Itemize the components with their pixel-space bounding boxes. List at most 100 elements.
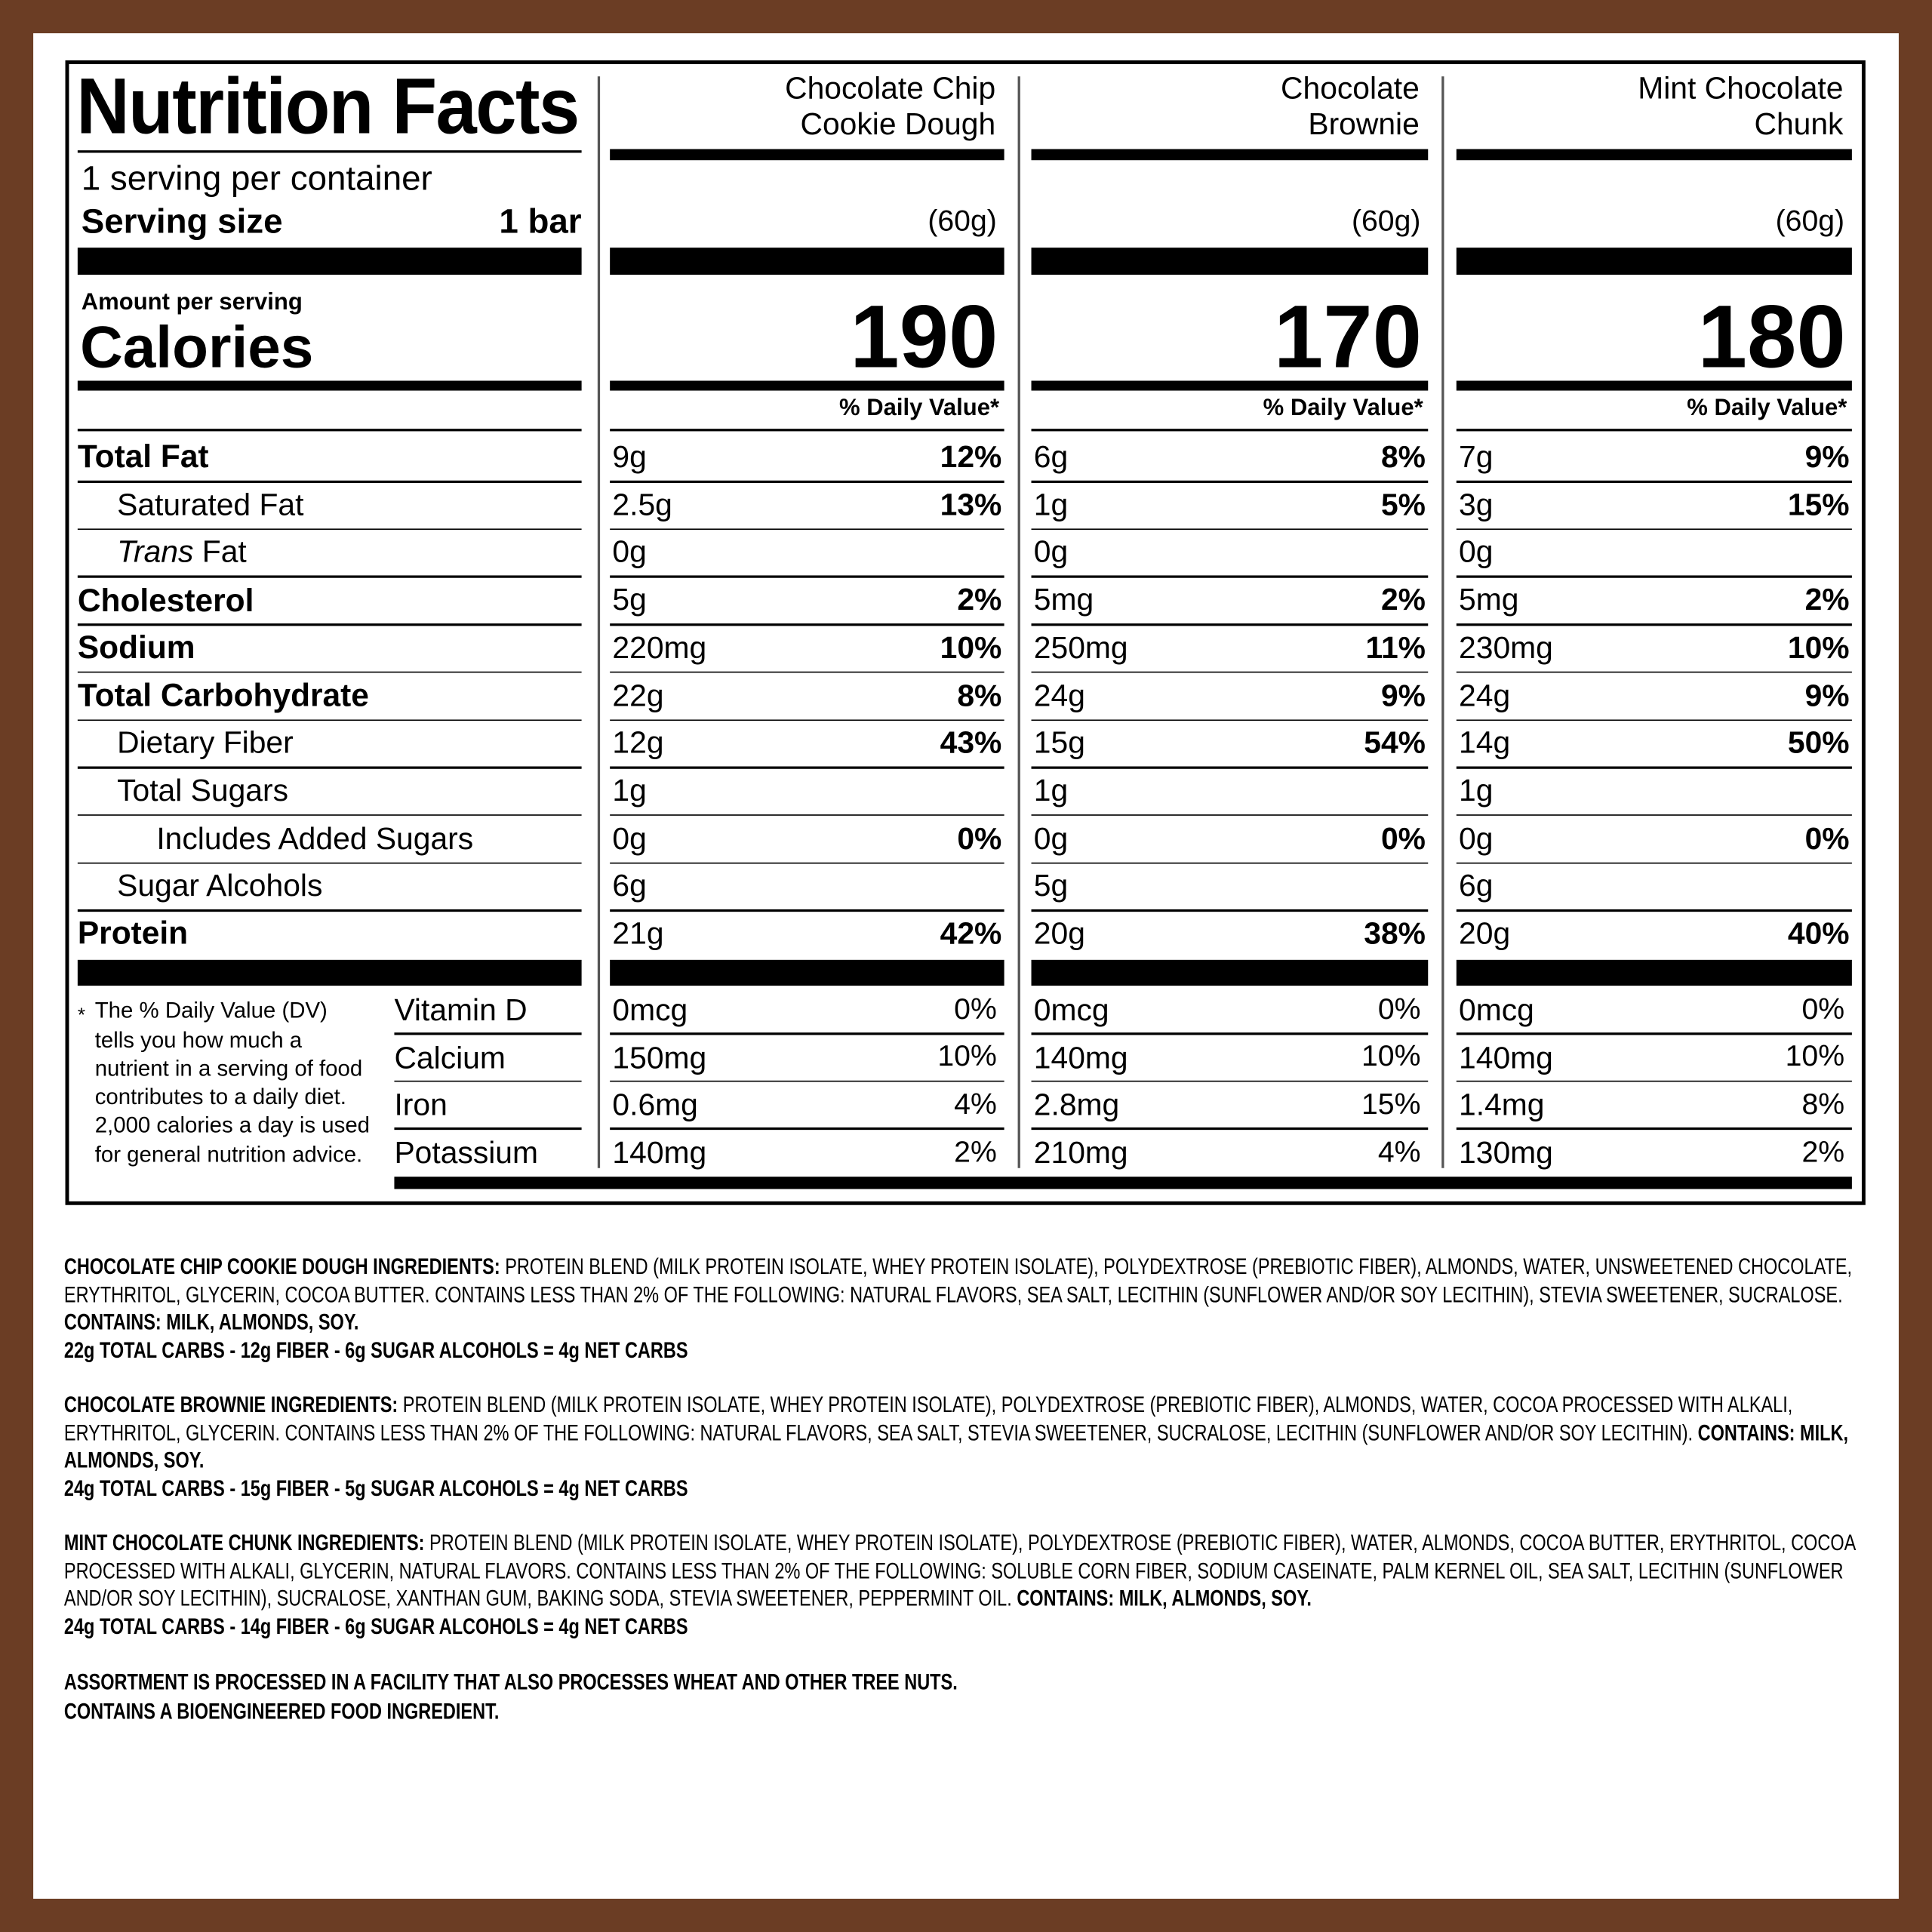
amount: 0.6mg	[612, 1088, 698, 1123]
rule	[1456, 1032, 1852, 1035]
daily-value: 9%	[1380, 678, 1426, 713]
column-divider	[1441, 76, 1444, 1168]
amount: 130mg	[1459, 1136, 1553, 1171]
amount: 0mcg	[1033, 992, 1109, 1028]
rule	[1456, 909, 1852, 912]
amount: 9g	[612, 439, 647, 475]
daily-value-header: % Daily Value*	[1687, 395, 1847, 421]
amount: 12g	[612, 725, 664, 761]
footnote-line: for general nutrition advice.	[94, 1141, 363, 1167]
footer-line: CONTAINS A BIOENGINEERED FOOD INGREDIENT…	[63, 1699, 500, 1724]
daily-value: 15%	[1787, 488, 1850, 522]
daily-value: 0%	[1377, 992, 1421, 1026]
amount: 0mcg	[1459, 992, 1534, 1028]
rule	[77, 862, 582, 864]
bar	[1456, 149, 1852, 161]
calories: 190	[850, 288, 998, 387]
ingredient-text: MINT CHOCOLATE CHUNK INGREDIENTS: PROTEI…	[64, 1529, 1863, 1612]
rule	[1456, 1080, 1852, 1082]
serving-size-label: Serving size	[81, 202, 283, 241]
rule	[1031, 718, 1429, 721]
rule	[1456, 1128, 1852, 1130]
amount: 22g	[612, 678, 664, 713]
rule	[1031, 814, 1429, 817]
amount: 0mcg	[612, 992, 688, 1028]
nutrient-name: Total Sugars	[117, 774, 288, 808]
amount: 14g	[1459, 725, 1511, 761]
rule	[610, 1032, 1004, 1035]
bar	[610, 959, 1004, 986]
daily-value: 8%	[1380, 439, 1426, 475]
ingredients: CHOCOLATE CHIP COOKIE DOUGH INGREDIENTS:…	[64, 1253, 1863, 1726]
nutrient-name: Trans Fat	[117, 534, 247, 571]
amount: 15g	[1033, 725, 1085, 761]
footnote-mark: *	[77, 1005, 86, 1027]
rule	[77, 528, 582, 531]
product-name: Chunk	[1754, 107, 1844, 142]
nutrient-name: Sugar Alcohols	[117, 869, 323, 904]
rule	[77, 671, 582, 673]
bar	[1456, 959, 1852, 986]
ingredient-paragraph: MINT CHOCOLATE CHUNK INGREDIENTS: PROTEI…	[64, 1529, 1863, 1640]
daily-value: 43%	[940, 725, 1002, 761]
label-title: Nutrition Facts	[76, 60, 580, 150]
rule	[1456, 429, 1852, 431]
rule	[394, 1080, 582, 1082]
amount: 20g	[1459, 916, 1511, 952]
rule	[1031, 1080, 1429, 1082]
micronutrient-name: Vitamin D	[394, 992, 528, 1028]
rule	[1456, 480, 1852, 483]
nutrient-name: Total Fat	[77, 438, 209, 475]
amount: 1g	[1033, 774, 1069, 808]
daily-value: 4%	[1377, 1135, 1421, 1169]
rule	[1031, 1128, 1429, 1130]
amount: 5mg	[1459, 583, 1519, 618]
daily-value: 4%	[954, 1088, 997, 1121]
column-divider	[597, 76, 600, 1168]
amount: 0g	[1459, 821, 1494, 857]
amount: 6g	[1459, 869, 1494, 904]
rule	[610, 528, 1004, 531]
rule	[77, 766, 582, 769]
rule	[1031, 576, 1429, 578]
rule	[394, 1032, 582, 1035]
allergens: CONTAINS: MILK, ALMONDS, SOY.	[1017, 1586, 1312, 1611]
amount: 0g	[1033, 821, 1069, 857]
footer-line: ASSORTMENT IS PROCESSED IN A FACILITY TH…	[63, 1669, 958, 1694]
daily-value: 10%	[1361, 1040, 1421, 1074]
rule	[1456, 623, 1852, 626]
footnote-line: contributes to a daily diet.	[94, 1084, 346, 1109]
nutrient-name: Fat	[202, 535, 247, 570]
bar	[610, 248, 1004, 275]
nutrient-name: Saturated Fat	[117, 488, 304, 522]
allergens: CONTAINS: MILK, ALMONDS, SOY.	[63, 1309, 359, 1335]
rule	[1456, 862, 1852, 864]
amount: 0g	[612, 821, 647, 857]
amount: 3g	[1459, 488, 1494, 522]
bar	[1456, 380, 1852, 391]
daily-value: 2%	[1380, 583, 1426, 618]
rule	[610, 576, 1004, 578]
daily-value: 8%	[1801, 1088, 1845, 1121]
calories-label: Calories	[80, 315, 314, 381]
rule	[1456, 718, 1852, 721]
ingredient-text: CHOCOLATE BROWNIE INGREDIENTS: PROTEIN B…	[64, 1391, 1863, 1474]
calories: 180	[1697, 288, 1846, 387]
rule	[1456, 671, 1852, 673]
net-carbs: 24g TOTAL CARBS - 15g FIBER - 5g SUGAR A…	[63, 1475, 688, 1500]
rule	[1456, 814, 1852, 817]
footnote-line: tells you how much a	[94, 1026, 303, 1052]
product-name: Chocolate Chip	[785, 71, 996, 106]
daily-value: 8%	[957, 678, 1002, 713]
rule	[610, 1080, 1004, 1082]
footnote-line: The % Daily Value (DV)	[94, 998, 328, 1023]
rule	[610, 671, 1004, 673]
net-carbs: 22g TOTAL CARBS - 12g FIBER - 6g SUGAR A…	[63, 1337, 688, 1362]
rule	[77, 718, 582, 721]
bar	[77, 959, 582, 986]
rule	[610, 766, 1004, 769]
daily-value: 13%	[940, 488, 1002, 522]
daily-value: 10%	[940, 630, 1002, 666]
allergens: CONTAINS: MILK, ALMONDS, SOY.	[63, 1420, 1849, 1473]
daily-value: 11%	[1365, 630, 1426, 666]
